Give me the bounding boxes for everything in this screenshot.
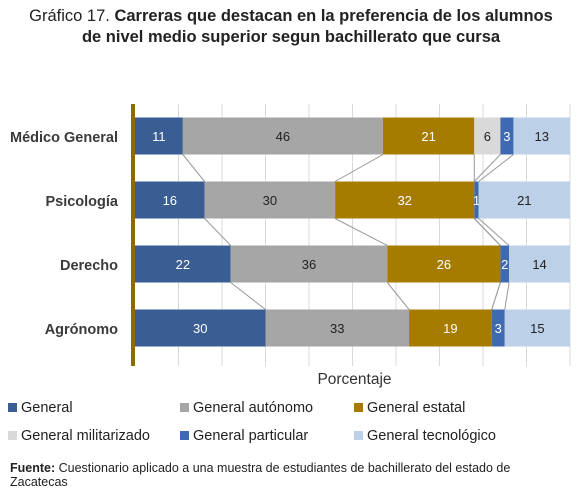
legend-item: General particular (180, 428, 308, 444)
series-line (504, 282, 510, 310)
legend-label: General militarizado (21, 428, 150, 444)
x-axis-title: Porcentaje (317, 371, 391, 388)
legend-item: General estatal (354, 400, 465, 416)
source-note: Fuente: Cuestionario aplicado a una mues… (10, 461, 570, 489)
data-label: 46 (276, 129, 290, 144)
legend-item: General militarizado (8, 428, 150, 444)
chart-title-main: Carreras que destacan en la preferencia … (81, 7, 553, 46)
legend-swatch (354, 403, 363, 412)
bar-segment (135, 309, 266, 347)
legend-swatch (354, 431, 363, 440)
bar-segment (230, 245, 388, 283)
category-label: Agrónomo (45, 322, 118, 338)
legend-label: General (21, 400, 73, 416)
legend-label: General autónomo (193, 400, 314, 416)
bar-segment (204, 181, 336, 219)
legend-item: General (8, 400, 73, 416)
bar-segment (265, 309, 410, 347)
legend-label: General particular (193, 428, 309, 444)
category-label: Médico General (10, 130, 118, 146)
legend-item: General autónomo (180, 400, 313, 416)
bar-segment (474, 181, 479, 219)
series-line (491, 282, 501, 310)
legend-label: General estatal (367, 400, 466, 416)
data-label: 1 (473, 193, 480, 208)
bar-segment (335, 181, 475, 219)
legend-item: General tecnológico (354, 428, 496, 444)
category-label: Psicología (45, 194, 118, 210)
data-label: 3 (495, 321, 502, 336)
data-label: 21 (421, 129, 435, 144)
series-line (334, 154, 384, 182)
series-line (386, 282, 410, 310)
data-label: 32 (397, 193, 411, 208)
chart-title: Gráfico 17. Carreras que destacan en la … (20, 6, 562, 48)
data-label: 22 (176, 257, 190, 272)
bar-segment (478, 181, 570, 219)
bar-segment (500, 117, 514, 155)
bar-segment (513, 117, 570, 155)
series-line (334, 218, 388, 246)
data-label: 13 (534, 129, 548, 144)
bar-segment (509, 245, 570, 283)
data-label: 30 (193, 321, 207, 336)
bar-segment (135, 245, 231, 283)
data-label: 14 (532, 257, 546, 272)
bar-segment (474, 117, 501, 155)
chart-title-lead: Gráfico 17. (29, 7, 110, 25)
bar-segment (409, 309, 492, 347)
source-label: Fuente: (10, 461, 56, 475)
data-label: 36 (302, 257, 316, 272)
series-line (204, 218, 232, 246)
bar-segment (491, 309, 505, 347)
data-label: 30 (263, 193, 277, 208)
series-line (473, 154, 501, 182)
series-line (473, 218, 501, 246)
bar-segment (504, 309, 570, 347)
data-label: 16 (163, 193, 177, 208)
bar-segment (135, 181, 205, 219)
source-text: Cuestionario aplicado a una muestra de e… (10, 461, 511, 489)
data-label: 21 (517, 193, 531, 208)
bar-segment (135, 117, 183, 155)
legend-label: General tecnológico (367, 428, 496, 444)
legend-swatch (180, 403, 189, 412)
bar-segment (382, 117, 475, 155)
series-line (478, 218, 510, 246)
series-line (478, 154, 514, 182)
data-label: 11 (152, 129, 166, 144)
legend-swatch (8, 431, 17, 440)
data-label: 33 (330, 321, 344, 336)
data-label: 3 (503, 129, 510, 144)
bar-segment (387, 245, 501, 283)
legend-swatch (8, 403, 17, 412)
data-label: 6 (484, 129, 491, 144)
series-line (182, 154, 205, 182)
bar-segment (500, 245, 510, 283)
legend-swatch (180, 431, 189, 440)
data-label: 2 (501, 257, 508, 272)
data-label: 19 (443, 321, 457, 336)
data-label: 26 (437, 257, 451, 272)
data-label: 15 (530, 321, 544, 336)
bar-segment (182, 117, 383, 155)
category-label: Derecho (60, 258, 118, 274)
series-line (230, 282, 266, 310)
